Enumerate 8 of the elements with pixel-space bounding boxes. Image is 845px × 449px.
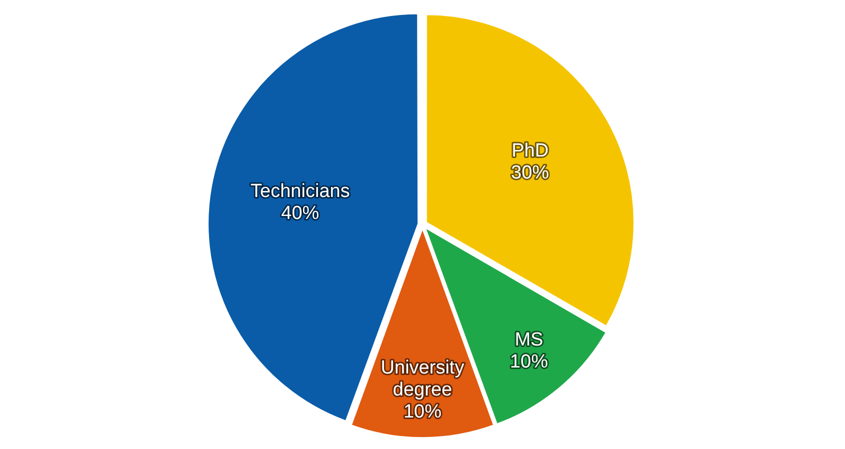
data-label: 10% (403, 401, 442, 422)
data-label: 10% (510, 352, 548, 373)
data-label: 40% (281, 203, 320, 224)
slice-label: Technicians (250, 181, 350, 202)
slice-label: PhD (512, 140, 549, 162)
slice-label: University degree (380, 357, 465, 400)
slice-label: MS (514, 330, 544, 351)
data-label: 30% (511, 162, 550, 184)
